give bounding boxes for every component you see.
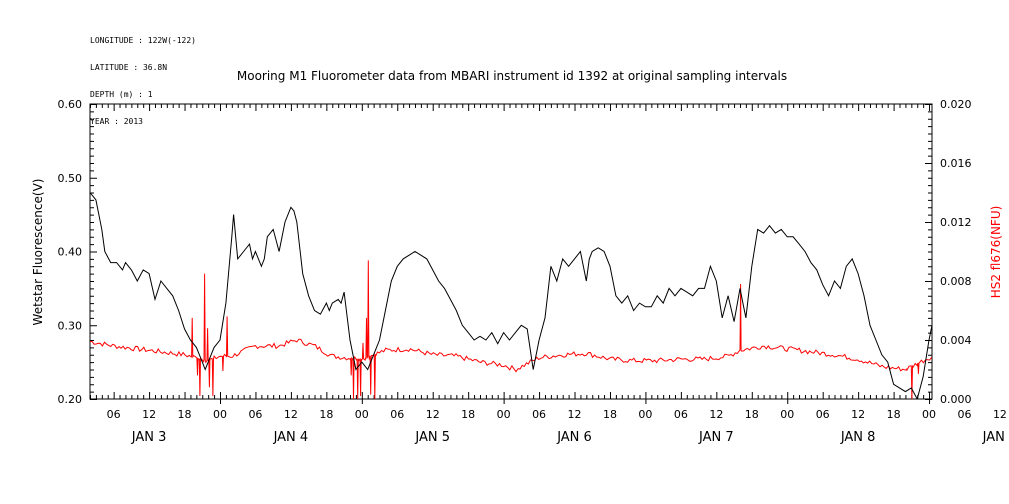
x-tick-label: 06 [674, 408, 688, 421]
x-tick-label: 12 [993, 408, 1007, 421]
x-tick-label: 00 [355, 408, 369, 421]
y-left-tick-label: 0.30 [58, 319, 83, 332]
plot-frame [89, 103, 933, 400]
x-tick-label: 18 [745, 408, 759, 421]
x-tick-label: 00 [213, 408, 227, 421]
x-tick-label: 00 [638, 408, 652, 421]
x-day-label: JAN 8 [840, 430, 876, 445]
y-right-tick-label: 0.020 [940, 98, 972, 111]
x-tick-label: 00 [780, 408, 794, 421]
axes-group: 06 12 18 00 06 12 18 00 06 12 18 00 06 12 18 00 06 12 18 00… [58, 98, 1009, 445]
x-tick-label: 06 [532, 408, 546, 421]
y-left-tick-label: 0.40 [58, 246, 83, 259]
x-tick-label: 12 [426, 408, 440, 421]
x-tick-label: 06 [957, 408, 971, 421]
y-right-tick-label: 0.016 [940, 157, 972, 170]
meta-year: YEAR : 2013 [90, 117, 143, 126]
x-day-label: JAN 9 [982, 430, 1009, 445]
x-day-label: JAN 3 [131, 430, 167, 445]
y-right-tick-label: 0.004 [940, 334, 972, 347]
x-tick-label: 18 [887, 408, 901, 421]
x-day-label: JAN 7 [698, 430, 734, 445]
x-tick-label: 12 [568, 408, 582, 421]
plot-group [90, 192, 932, 399]
series-wetstar-line [90, 192, 932, 399]
x-day-label: JAN 5 [414, 430, 450, 445]
chart-title: Mooring M1 Fluorometer data from MBARI i… [237, 69, 787, 83]
x-tick-label: 06 [816, 408, 830, 421]
x-tick-label: 06 [248, 408, 262, 421]
x-tick-label: 18 [461, 408, 475, 421]
meta-longitude: LONGITUDE : 122W(-122) [90, 36, 196, 45]
x-tick-label: 12 [142, 408, 156, 421]
meta-latitude: LATITUDE : 36.8N [90, 63, 168, 72]
y-axis-right-label: HS2 fl676(NFU) [989, 206, 1003, 299]
metadata-block: LONGITUDE : 122W(-122) LATITUDE : 36.8N … [90, 18, 196, 135]
x-tick-label: 12 [284, 408, 298, 421]
x-tick-label: 00 [497, 408, 511, 421]
x-tick-label: 06 [390, 408, 404, 421]
x-day-label: JAN 4 [273, 430, 309, 445]
x-tick-label: 18 [603, 408, 617, 421]
y-right-tick-label: 0.008 [940, 275, 972, 288]
y-left-tick-label: 0.20 [58, 393, 83, 406]
x-tick-label: 00 [922, 408, 936, 421]
x-day-label: JAN 6 [556, 430, 592, 445]
x-tick-label: 12 [709, 408, 723, 421]
meta-depth: DEPTH (m) : 1 [90, 90, 153, 99]
y-right-tick-label: 0.000 [940, 393, 972, 406]
x-tick-label: 18 [319, 408, 333, 421]
y-axis-left-label: Wetstar Fluorescence(V) [31, 179, 45, 326]
x-tick-label: 18 [178, 408, 192, 421]
x-tick-label: 06 [107, 408, 121, 421]
x-tick-label: 12 [851, 408, 865, 421]
y-left-tick-label: 0.60 [58, 98, 83, 111]
series-hs2-line [90, 260, 932, 399]
y-left-tick-label: 0.50 [58, 172, 83, 185]
y-right-tick-label: 0.012 [940, 216, 972, 229]
